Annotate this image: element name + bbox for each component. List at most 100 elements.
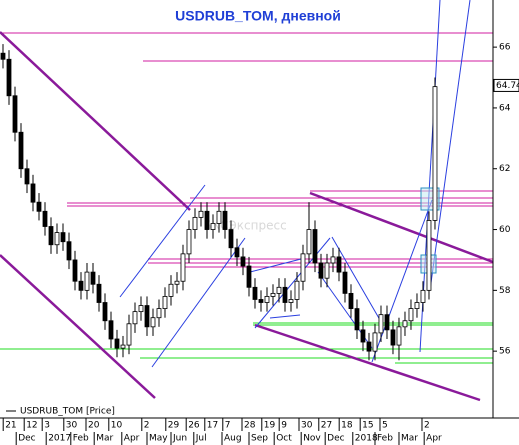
candle-body — [252, 286, 258, 300]
x-tick-label: 19 — [264, 421, 276, 431]
candle-body — [324, 262, 330, 279]
y-tick-label: 62 — [499, 164, 510, 174]
candle-body — [414, 302, 420, 309]
x-tick-label: 29 — [168, 421, 180, 431]
candle-body — [168, 283, 174, 297]
chart-title: USDRUB_TOM, дневной — [175, 8, 341, 24]
candle-body — [228, 229, 234, 249]
x-tick-label: 2 — [144, 421, 150, 431]
x-tick-label: 15 — [362, 421, 373, 431]
x-tick-label: 10 — [111, 421, 123, 431]
candle-body — [6, 58, 12, 97]
month-label: Jun — [172, 434, 187, 444]
month-label: Dec — [18, 434, 35, 444]
candle-body — [408, 308, 414, 322]
candle-body — [264, 296, 270, 303]
candle-body — [12, 95, 18, 133]
month-label: Oct — [276, 434, 292, 444]
month-label: Apr — [124, 434, 140, 444]
candle-body — [420, 289, 426, 303]
x-tick-label: 17 — [207, 421, 218, 431]
candle-body — [426, 220, 432, 291]
candle-body — [390, 329, 396, 346]
x-tick-label: 5 — [382, 421, 388, 431]
candle-body — [330, 256, 336, 264]
y-tick-label: 64 — [499, 103, 511, 113]
candle-body — [384, 314, 390, 331]
candle-body — [396, 326, 402, 346]
x-tick-label: 3 — [44, 421, 50, 431]
candle-body — [258, 299, 264, 303]
last-price-box — [493, 78, 519, 92]
candle-body — [192, 216, 198, 230]
month-label: Aug — [224, 434, 242, 444]
candle-body — [372, 332, 378, 352]
x-tick-label: 27 — [321, 421, 332, 431]
candle-body — [126, 323, 132, 346]
watermark: БКСЭкспресс — [203, 219, 286, 233]
candle-body — [318, 262, 324, 279]
candle-body — [366, 341, 372, 352]
candle-body — [96, 283, 102, 303]
candle-body — [348, 292, 354, 309]
candle-body — [132, 311, 138, 325]
candle-body — [18, 131, 24, 170]
month-label: 2017 — [48, 434, 71, 444]
candle-body — [30, 183, 36, 203]
candle-body — [150, 317, 156, 328]
candle-body — [432, 86, 438, 221]
candle-body — [66, 241, 72, 261]
month-label: Feb — [73, 434, 89, 444]
candle-body — [84, 271, 90, 291]
month-label: Dec — [327, 434, 344, 444]
candle-body — [210, 223, 216, 230]
month-label: Nov — [303, 434, 321, 444]
month-label: May — [149, 434, 168, 444]
levels — [0, 0, 494, 402]
candle-body — [174, 280, 180, 285]
candle-body — [282, 286, 288, 303]
y-tick-label: 58 — [499, 286, 511, 296]
x-tick-label: 30 — [301, 421, 313, 431]
candle-body — [138, 305, 144, 313]
candle-body — [342, 271, 348, 294]
candle-body — [294, 280, 300, 300]
candle-body — [270, 292, 276, 297]
x-tick-label: 12 — [26, 421, 37, 431]
candle-body — [144, 305, 150, 328]
candle-body — [78, 280, 84, 291]
candle-body — [186, 229, 192, 255]
candle-body — [288, 299, 294, 303]
x-tick-label: 18 — [341, 421, 353, 431]
candle-body — [234, 247, 240, 258]
candle-body — [0, 52, 6, 60]
candle-body — [240, 256, 246, 267]
x-tick-label: 21 — [5, 421, 16, 431]
candle-body — [378, 314, 384, 334]
month-label: Apr — [426, 434, 442, 444]
candle-body — [276, 286, 282, 294]
x-tick-label: 20 — [88, 421, 100, 431]
candle-body — [108, 320, 114, 340]
candle-body — [204, 210, 210, 230]
candle-body — [102, 302, 108, 322]
candle-body — [354, 308, 360, 331]
month-label: Feb — [377, 434, 393, 444]
month-label: Mar — [96, 434, 113, 444]
candle-body — [306, 229, 312, 255]
candle-body — [246, 265, 252, 288]
candle-body — [120, 344, 126, 349]
candle-body — [312, 229, 318, 264]
candle-body — [72, 259, 78, 282]
candle-body — [54, 232, 60, 246]
month-label: Mar — [401, 434, 418, 444]
candle-body — [42, 210, 48, 227]
candle-body — [24, 168, 30, 185]
x-tick-label: 2 — [424, 421, 430, 431]
candle-body — [300, 253, 306, 282]
candle-body — [114, 338, 120, 349]
x-tick-label: 26 — [188, 421, 200, 431]
y-tick-label: 60 — [499, 225, 511, 235]
candle-body — [222, 210, 228, 230]
